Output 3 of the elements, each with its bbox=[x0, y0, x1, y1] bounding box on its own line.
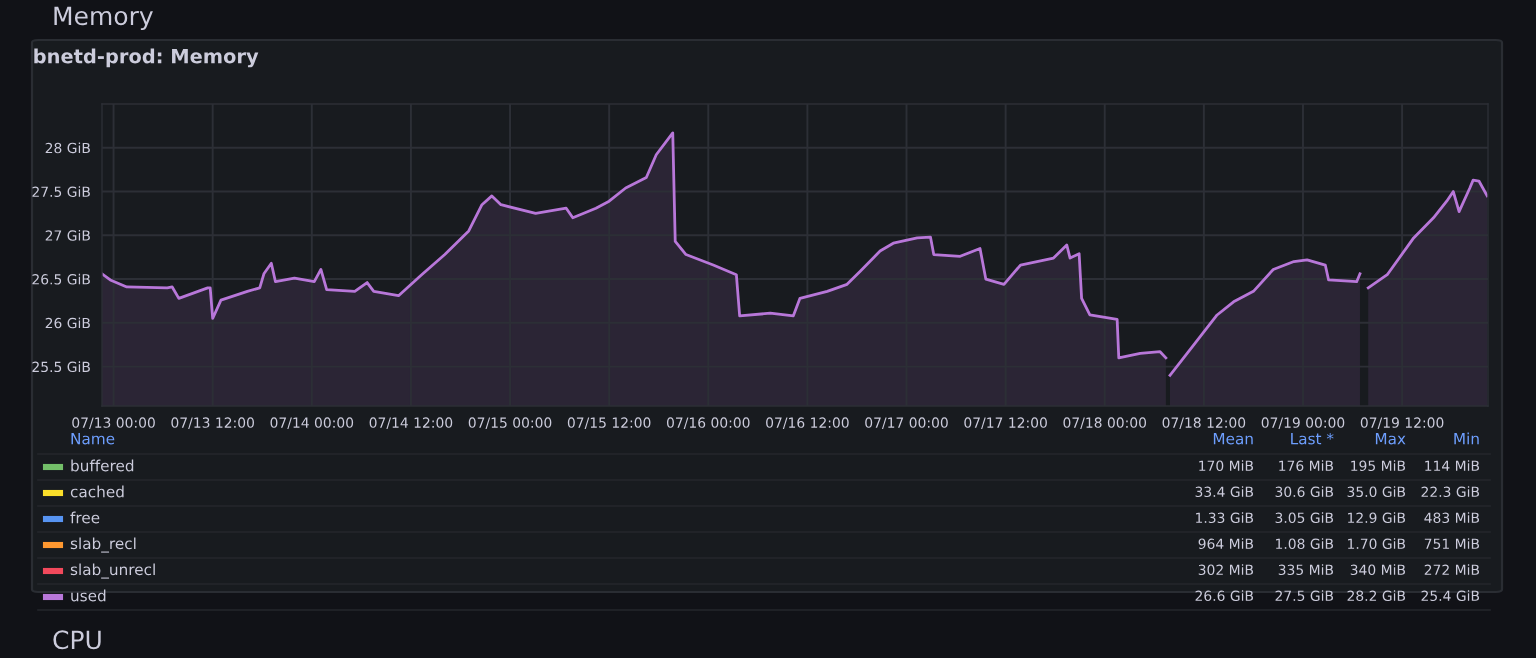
text: Memory bbox=[54, 6, 153, 31]
chart-title: bnetd-prod: Memory bbox=[34, 48, 259, 68]
text: CPU bbox=[53, 630, 101, 650]
